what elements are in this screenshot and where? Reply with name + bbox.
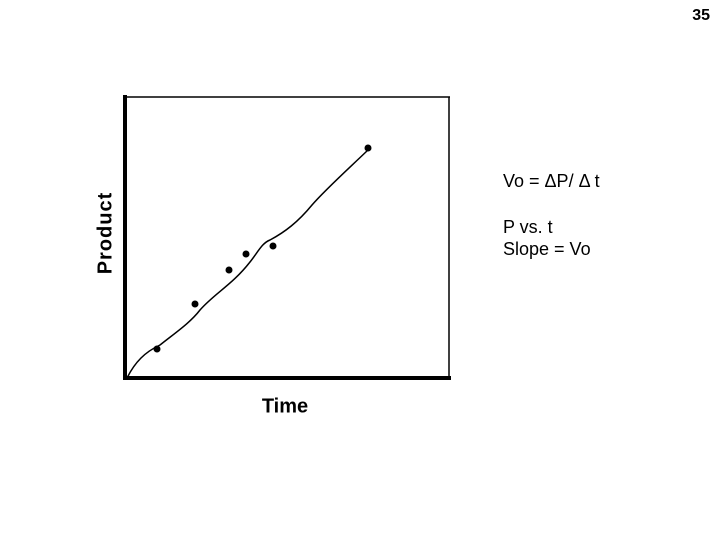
- y-axis-label: Product: [94, 192, 116, 275]
- page-number: 35: [692, 7, 710, 24]
- data-point: [269, 242, 277, 250]
- data-point: [225, 266, 233, 274]
- note: Vo = ΔP/ Δ t: [503, 171, 600, 191]
- note: Slope = Vo: [503, 239, 591, 259]
- data-point: [242, 250, 250, 258]
- trend-curve: [126, 149, 369, 379]
- data-point: [364, 144, 372, 152]
- figure: Product Time: [94, 95, 451, 417]
- x-axis-label: Time: [262, 395, 308, 417]
- note: P vs. t: [503, 217, 553, 237]
- data-point: [153, 345, 161, 353]
- data-point: [191, 300, 199, 308]
